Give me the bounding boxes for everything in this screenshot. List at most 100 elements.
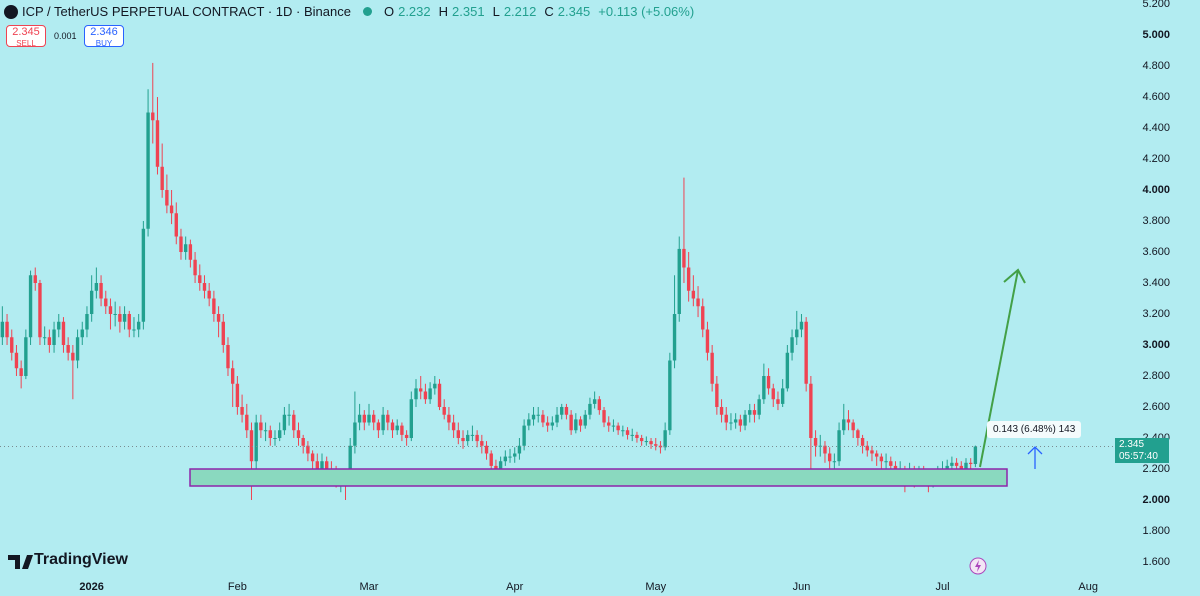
candle-body <box>550 422 555 426</box>
candle-body <box>705 329 710 353</box>
candle-body <box>856 430 860 438</box>
candle-body <box>968 462 973 465</box>
candle-body <box>85 314 89 330</box>
candle-body <box>24 337 28 376</box>
candle-body <box>884 461 888 463</box>
candle-body <box>785 352 790 389</box>
buy-label: BUY <box>95 39 113 48</box>
candle-body <box>597 399 602 411</box>
candle-body <box>71 352 75 361</box>
candle-body <box>183 244 188 253</box>
candle-body <box>959 465 963 469</box>
candle-body <box>837 430 841 462</box>
y-tick-label: 2.000 <box>1142 494 1170 506</box>
close-value: 2.345 <box>557 4 591 19</box>
candle-body <box>42 337 47 339</box>
candle-body <box>207 290 211 299</box>
candle-body <box>846 419 851 423</box>
candle-body <box>663 430 667 448</box>
candle-body <box>315 461 319 469</box>
candle-body <box>325 461 329 469</box>
candle-body <box>273 437 277 439</box>
y-tick-label: 3.800 <box>1142 215 1170 227</box>
candle-body <box>639 437 644 442</box>
candle-body <box>372 414 376 423</box>
buy-price: 2.346 <box>90 26 118 38</box>
candle-body <box>447 414 451 423</box>
candle-body <box>409 399 414 438</box>
y-tick-label: 1.600 <box>1142 556 1170 568</box>
candle-body <box>766 375 771 389</box>
candle-body <box>165 190 169 206</box>
candle-body <box>376 422 381 431</box>
candle-body <box>428 388 432 400</box>
candle-body <box>870 450 874 454</box>
target-arrow <box>979 269 1019 468</box>
candle-body <box>122 314 127 322</box>
candle-body <box>616 425 620 431</box>
candle-body <box>221 321 225 345</box>
candle-body <box>404 434 409 438</box>
candle-body <box>155 120 160 167</box>
candle-body <box>724 414 728 423</box>
high-value: 2.351 <box>452 4 485 19</box>
candle-body <box>245 414 249 431</box>
candle-body <box>456 430 461 438</box>
candle-body <box>583 414 587 426</box>
candle-body <box>259 422 263 431</box>
y-tick-label: 2.200 <box>1142 463 1170 475</box>
y-tick-label: 4.200 <box>1142 153 1170 165</box>
x-tick-label: 2026 <box>79 581 103 593</box>
candle-body <box>240 406 244 415</box>
candle-body <box>254 422 258 462</box>
sell-button[interactable]: 2.345 SELL <box>6 25 46 48</box>
candle-body <box>230 368 235 384</box>
candle-body <box>832 461 837 463</box>
candle-body <box>287 414 291 416</box>
low-value: 2.212 <box>503 4 537 19</box>
candle-body <box>644 441 649 443</box>
candle-body <box>790 337 794 353</box>
last-price: 2.345 <box>1119 439 1145 450</box>
candle-body <box>517 445 522 454</box>
candle-body <box>75 337 80 361</box>
candle-body <box>235 383 240 407</box>
x-tick-label: Aug <box>1078 581 1098 593</box>
candle-body <box>57 321 61 330</box>
candle-body <box>306 445 310 454</box>
candle-body <box>395 425 399 431</box>
candle-body <box>484 445 489 454</box>
candle-body <box>188 244 193 260</box>
candle-body <box>827 453 832 462</box>
candle-body <box>569 414 573 431</box>
y-tick-label: 4.800 <box>1142 60 1170 72</box>
candle-body <box>691 290 696 299</box>
open-value: 2.232 <box>398 4 431 19</box>
candle-body <box>433 383 437 389</box>
candle-body <box>108 306 113 315</box>
candle-body <box>531 414 536 420</box>
candle-body <box>498 461 503 469</box>
candle-body <box>668 360 672 431</box>
candle-body <box>588 403 592 415</box>
candle-body <box>193 259 197 276</box>
symbol-icon <box>4 4 18 19</box>
candle-body <box>362 414 366 423</box>
close-label: C <box>544 4 554 19</box>
buy-button[interactable]: 2.346 BUY <box>84 25 124 48</box>
market-status <box>362 7 372 16</box>
symbol[interactable]: ICP / TetherUS PERPETUAL CONTRACT · 1D ·… <box>22 4 351 19</box>
candles <box>0 62 1115 500</box>
candle-body <box>889 461 893 466</box>
candle-body <box>860 437 865 446</box>
candle-body <box>423 391 428 400</box>
y-tick-label: 3.600 <box>1142 246 1170 258</box>
candle-body <box>677 248 681 315</box>
candle-body <box>146 112 150 229</box>
candle-body <box>809 383 813 438</box>
price-axis <box>1115 0 1200 596</box>
candle-body <box>607 422 611 426</box>
candle-body <box>851 422 855 431</box>
